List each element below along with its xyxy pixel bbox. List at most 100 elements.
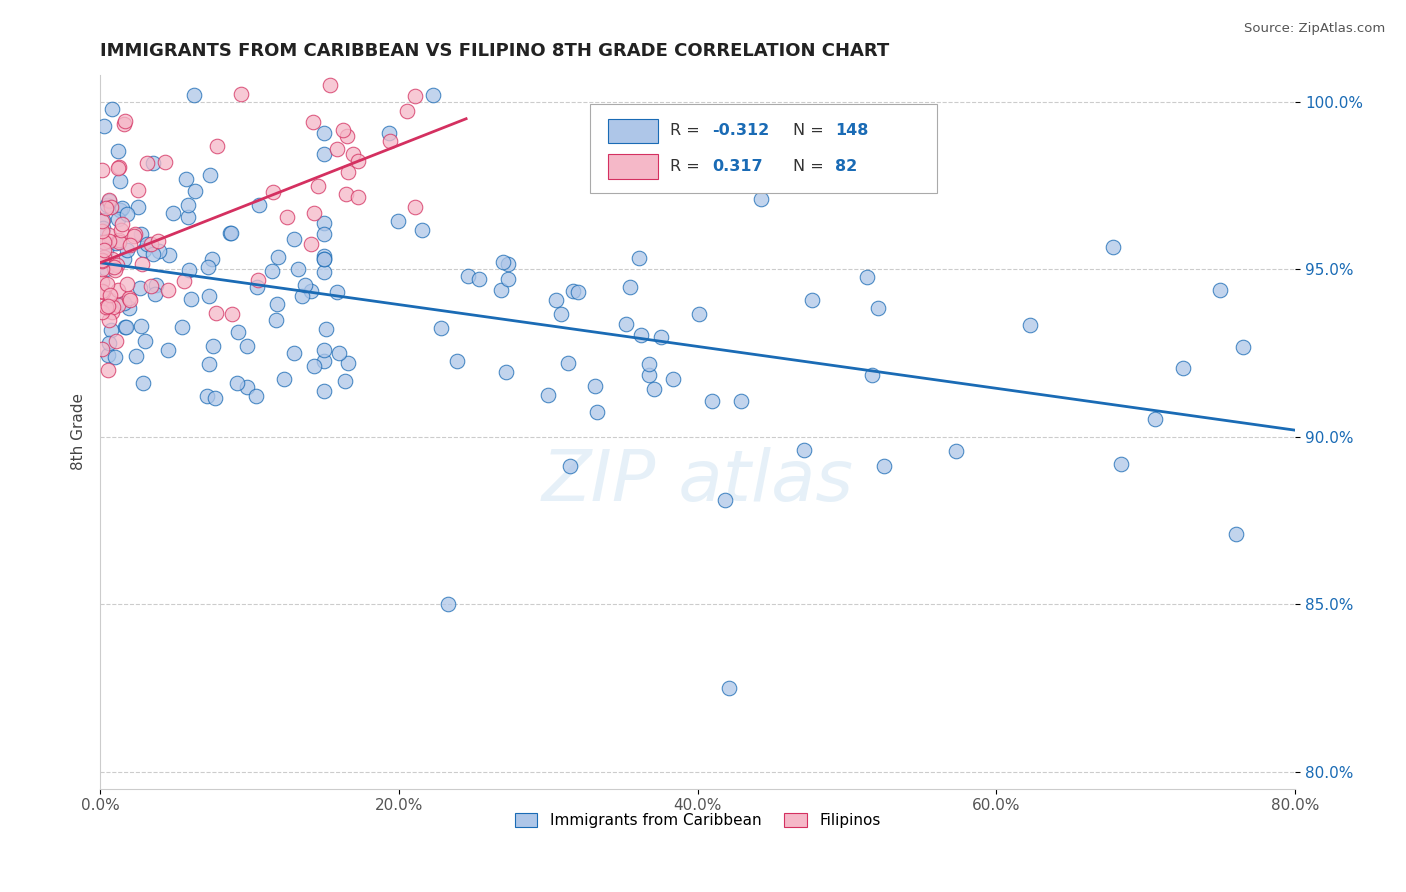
Point [267,250,290,264]
Point [101,301,124,315]
Point [90,305,112,319]
Point [112,296,135,310]
Point [387,214,409,228]
Point [1019,318,1042,333]
Point [627,252,650,266]
Point [177,210,200,224]
Point [496,271,519,285]
Point [319,78,342,93]
Point [90,261,112,276]
Text: ZIP atlas: ZIP atlas [541,447,853,516]
Point [1143,412,1166,426]
Point [170,319,193,334]
Point [115,243,138,257]
Point [104,262,127,277]
Point [93,250,115,264]
Point [688,307,710,321]
Point [619,280,641,294]
Point [97,234,120,248]
Point [197,260,219,274]
Point [94,243,117,257]
Point [276,210,298,224]
Point [177,198,200,212]
Point [195,389,218,403]
Point [638,357,661,371]
Point [1232,340,1254,354]
Point [110,203,132,218]
Point [127,183,149,197]
Point [266,313,288,327]
Point [91,221,114,235]
Point [90,275,112,289]
Point [793,442,815,457]
Point [201,252,224,267]
Point [98,288,121,302]
Point [266,297,288,311]
Point [945,444,967,458]
Point [873,458,896,473]
Point [333,374,356,388]
Text: -0.312: -0.312 [711,123,769,138]
Point [283,232,305,246]
Text: N =: N = [793,123,830,138]
Point [131,256,153,270]
Point [124,227,146,242]
Point [496,257,519,271]
Point [643,382,665,396]
Point [492,255,515,269]
Point [236,339,259,353]
Point [638,368,661,383]
Point [157,283,180,297]
Point [246,280,269,294]
Point [128,281,150,295]
Point [143,287,166,301]
Point [159,248,181,262]
Point [98,194,121,208]
Point [97,312,120,326]
Point [299,285,322,299]
Point [1225,526,1247,541]
Point [226,325,249,339]
Point [422,88,444,103]
Point [131,319,153,334]
Point [114,319,136,334]
Point [145,277,167,292]
Point [226,376,249,391]
Point [567,285,589,299]
Point [120,238,142,252]
Point [110,217,132,231]
Point [118,301,141,316]
Point [314,252,336,266]
Point [198,168,221,182]
Point [314,343,336,357]
Point [856,269,879,284]
Point [94,300,117,314]
Point [110,174,132,188]
Point [314,252,336,267]
FancyBboxPatch shape [607,119,658,143]
Point [221,307,243,321]
Point [328,346,350,360]
Point [314,265,336,279]
Point [751,192,773,206]
Point [136,237,159,252]
Legend: Immigrants from Caribbean, Filipinos: Immigrants from Caribbean, Filipinos [509,807,887,834]
Point [93,235,115,249]
Text: N =: N = [793,159,830,174]
Point [378,126,401,140]
Point [730,393,752,408]
Point [219,226,242,240]
Point [1209,283,1232,297]
Point [302,206,325,220]
Point [104,350,127,364]
Point [90,284,112,298]
Point [198,357,221,371]
Point [411,223,433,237]
Point [107,235,129,249]
Point [93,244,115,258]
Point [104,236,127,251]
Point [342,147,364,161]
Point [315,322,337,336]
Point [118,291,141,305]
Point [700,393,723,408]
